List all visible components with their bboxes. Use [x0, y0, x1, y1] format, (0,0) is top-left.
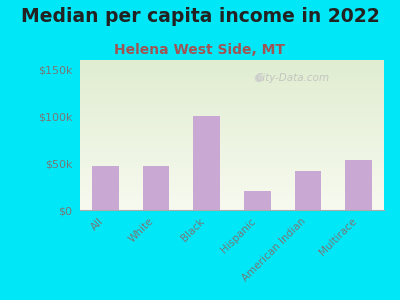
Bar: [143, 166, 169, 210]
Bar: [92, 166, 118, 210]
Bar: [295, 171, 321, 210]
Text: ●: ●: [253, 73, 263, 83]
Text: Helena West Side, MT: Helena West Side, MT: [114, 44, 286, 58]
Text: City-Data.com: City-Data.com: [256, 73, 330, 83]
Bar: [244, 191, 270, 210]
Bar: [346, 160, 372, 210]
Bar: [194, 116, 220, 210]
Text: Median per capita income in 2022: Median per capita income in 2022: [21, 8, 379, 26]
